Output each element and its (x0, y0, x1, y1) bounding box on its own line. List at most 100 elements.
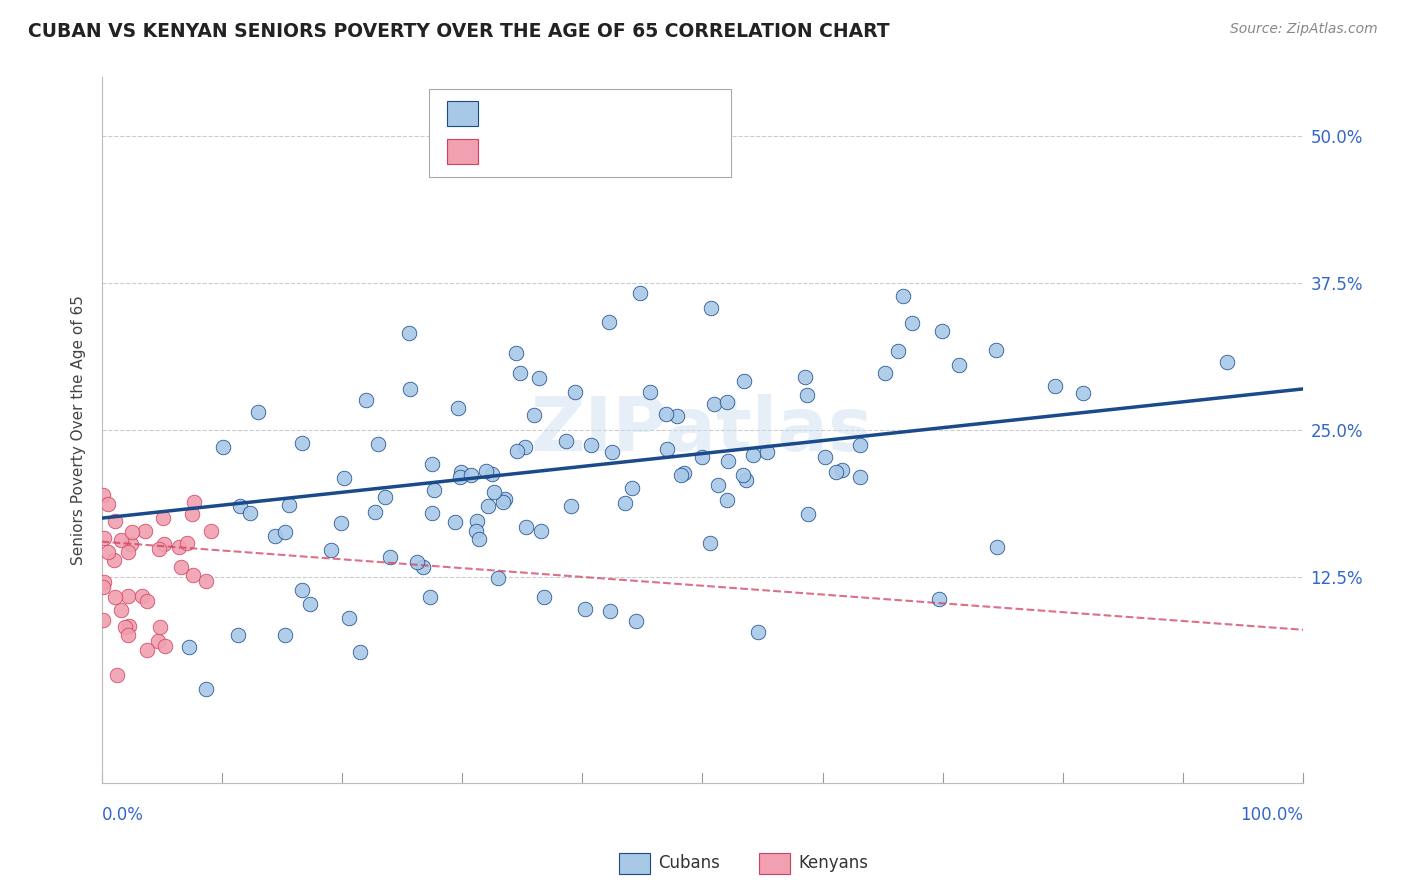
Point (741, 448, 763, 462)
Point (699, 535, 721, 549)
Point (491, 495, 513, 509)
Point (796, 387, 818, 401)
Point (986, 540, 1008, 554)
Point (886, 343, 908, 358)
Text: 0.0%: 0.0% (101, 806, 143, 824)
Point (533, 591, 555, 605)
Point (181, 567, 204, 582)
Point (321, 543, 343, 558)
Point (239, 507, 262, 521)
Point (523, 408, 546, 422)
Point (515, 519, 537, 533)
Point (152, 510, 174, 524)
Point (374, 490, 396, 504)
Point (948, 358, 970, 372)
Point (405, 555, 427, 569)
Point (330, 516, 353, 530)
Point (422, 457, 444, 471)
Point (131, 589, 153, 603)
Point (121, 524, 143, 539)
Point (367, 437, 389, 451)
Point (716, 492, 738, 507)
Point (513, 440, 536, 454)
Point (481, 467, 503, 481)
Point (118, 619, 141, 633)
Point (873, 366, 896, 380)
Point (194, 574, 217, 588)
Point (673, 466, 696, 480)
Point (669, 467, 692, 482)
Point (378, 549, 401, 564)
Point (825, 465, 848, 479)
Point (93, 574, 115, 589)
Text: 38: 38 (644, 143, 669, 161)
Point (1071, 386, 1094, 401)
Point (176, 535, 198, 549)
Point (628, 286, 651, 301)
Point (299, 598, 322, 612)
Point (900, 316, 922, 330)
Point (212, 440, 235, 454)
Point (931, 324, 953, 338)
Point (928, 591, 950, 606)
Point (486, 571, 509, 585)
Point (560, 500, 582, 514)
Point (337, 611, 360, 625)
Point (1043, 378, 1066, 392)
Point (797, 508, 820, 522)
Point (494, 491, 516, 506)
Point (149, 620, 172, 634)
Point (420, 506, 443, 520)
Point (482, 484, 505, 499)
Point (91, 613, 114, 627)
Point (614, 495, 637, 509)
Point (716, 394, 738, 409)
Point (117, 628, 139, 642)
Point (465, 524, 488, 539)
Point (1216, 355, 1239, 369)
Point (657, 442, 679, 457)
Point (419, 591, 441, 605)
Text: Cubans: Cubans (658, 855, 720, 872)
Point (733, 374, 755, 388)
Point (181, 508, 204, 522)
Point (598, 315, 620, 329)
Point (364, 505, 387, 519)
Point (91, 488, 114, 502)
Text: ZIPatlas: ZIPatlas (531, 393, 873, 467)
Point (114, 620, 136, 634)
Point (264, 529, 287, 543)
Point (465, 514, 488, 528)
Point (444, 515, 467, 529)
Point (690, 450, 713, 464)
Text: -0.083: -0.083 (523, 143, 588, 161)
Point (398, 326, 420, 340)
Point (700, 301, 723, 316)
Text: N =: N = (602, 104, 633, 122)
Point (153, 640, 176, 654)
Point (574, 602, 596, 616)
Text: N =: N = (602, 143, 633, 161)
Text: R =: R = (486, 104, 517, 122)
Point (104, 514, 127, 528)
Point (291, 583, 314, 598)
Point (291, 436, 314, 450)
Point (117, 545, 139, 559)
Point (814, 450, 837, 465)
Point (103, 590, 125, 604)
Point (449, 470, 471, 484)
Text: 100.0%: 100.0% (1240, 806, 1303, 824)
Point (97, 545, 120, 559)
Text: Kenyans: Kenyans (799, 855, 869, 872)
Point (332, 471, 354, 485)
Point (349, 644, 371, 658)
Point (246, 405, 269, 419)
Point (183, 495, 205, 509)
Point (581, 438, 603, 452)
Point (229, 500, 252, 514)
Y-axis label: Seniors Poverty Over the Age of 65: Seniors Poverty Over the Age of 65 (72, 295, 86, 565)
Point (167, 540, 190, 554)
Point (170, 560, 193, 574)
Point (555, 434, 578, 448)
Point (655, 407, 678, 421)
